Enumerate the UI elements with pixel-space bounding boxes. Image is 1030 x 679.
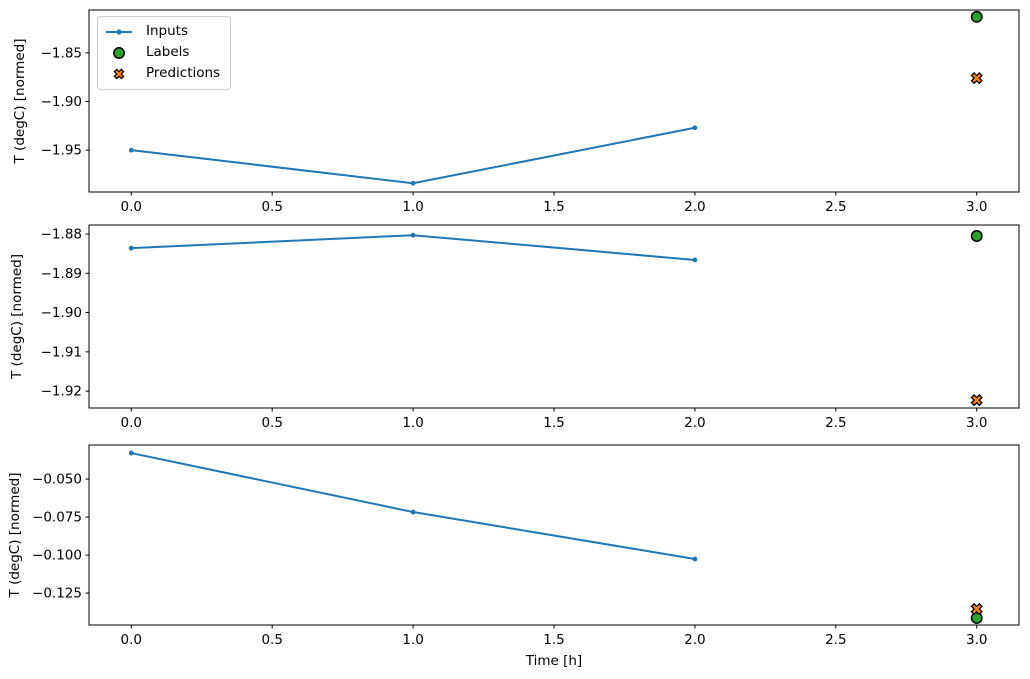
- y-tick-label: −1.91: [41, 344, 82, 360]
- y-tick-label: −0.075: [32, 510, 82, 526]
- x-tick-label: 1.5: [543, 199, 564, 215]
- prediction-point: [970, 394, 983, 407]
- y-tick-label: −1.85: [41, 45, 82, 61]
- x-tick-label: 2.5: [825, 632, 846, 648]
- x-tick-label: 0.5: [261, 632, 282, 648]
- x-tick-label: 0.0: [121, 632, 142, 648]
- y-tick-label: −1.89: [41, 266, 82, 282]
- prediction-point: [970, 72, 983, 85]
- inputs-point: [128, 245, 134, 251]
- inputs-point: [692, 125, 698, 131]
- legend: Inputs Labels Predictions: [97, 16, 232, 90]
- inputs-point: [692, 257, 698, 263]
- x-tick-label: 1.5: [543, 415, 564, 431]
- y-tick-label: −0.050: [32, 472, 82, 488]
- prediction-point: [970, 602, 983, 616]
- y-tick-label: −1.95: [41, 143, 82, 159]
- x-tick-label: 1.0: [402, 415, 423, 431]
- subplot-1: 0.0 0.5 1.0 1.5 2.0 2.5 3.0 −1.88 −1.89 −1.90 −1.9…: [9, 224, 1020, 431]
- inputs-point: [410, 232, 416, 238]
- subplot-2: 0.0 0.5 1.0 1.5 2.0 2.5 3.0 −0.050 −0.075 −0.100 −…: [7, 444, 1020, 669]
- legend-item-inputs: Inputs: [105, 21, 220, 42]
- y-tick-label: −0.100: [32, 548, 82, 564]
- inputs-point: [692, 556, 698, 562]
- legend-item-labels: Labels: [105, 42, 220, 63]
- y-tick-label: −1.92: [41, 384, 82, 400]
- x-tick-label: 3.0: [966, 415, 987, 431]
- y-axis-label: T (degC) [normed]: [7, 473, 23, 599]
- x-tick-label: 0.0: [121, 199, 142, 215]
- x-tick-label: 1.5: [543, 632, 564, 648]
- legend-label-inputs: Inputs: [146, 22, 188, 39]
- labels-circle-icon: [105, 45, 133, 61]
- x-tick-label: 1.0: [402, 632, 423, 648]
- x-tick-label: 2.0: [684, 199, 705, 215]
- y-axis-label: T (degC) [normed]: [12, 39, 28, 165]
- x-tick-label: 3.0: [966, 199, 987, 215]
- label-point: [970, 612, 983, 624]
- label-point: [970, 230, 983, 242]
- inputs-line: [131, 452, 696, 561]
- y-axis-label: T (degC) [normed]: [9, 254, 25, 380]
- x-tick-label: 0.5: [261, 199, 282, 215]
- x-tick-label: 0.5: [261, 415, 282, 431]
- x-tick-label: 0.0: [121, 415, 142, 431]
- subplot-0: 0.0 0.5 1.0 1.5 2.0 2.5 3.0 −1.85 −1.90 −1.95 T (d…: [12, 9, 1020, 215]
- inputs-point: [128, 147, 134, 153]
- inputs-point: [410, 509, 416, 515]
- inputs-line: [131, 234, 695, 261]
- x-tick-label: 2.0: [684, 632, 705, 648]
- y-tick-label: −1.90: [41, 305, 82, 321]
- legend-label-labels: Labels: [146, 43, 190, 60]
- x-tick-label: 2.0: [684, 415, 705, 431]
- x-tick-label: 3.0: [966, 632, 987, 648]
- legend-item-predictions: Predictions: [105, 63, 220, 84]
- inputs-point: [410, 180, 416, 186]
- y-tick-label: −1.90: [41, 94, 82, 110]
- x-axis-label: Time [h]: [525, 653, 582, 669]
- axes-frame: [88, 224, 1020, 409]
- inputs-line-icon: [105, 27, 133, 37]
- label-point: [970, 10, 983, 23]
- legend-label-predictions: Predictions: [146, 64, 221, 81]
- x-tick-label: 1.0: [402, 199, 423, 215]
- inputs-point: [128, 450, 134, 456]
- y-tick-label: −1.88: [41, 227, 82, 243]
- y-tick-label: −0.125: [32, 586, 82, 602]
- x-tick-label: 2.5: [825, 199, 846, 215]
- inputs-line: [131, 126, 696, 185]
- predictions-x-icon: [105, 66, 133, 82]
- x-tick-label: 2.5: [825, 415, 846, 431]
